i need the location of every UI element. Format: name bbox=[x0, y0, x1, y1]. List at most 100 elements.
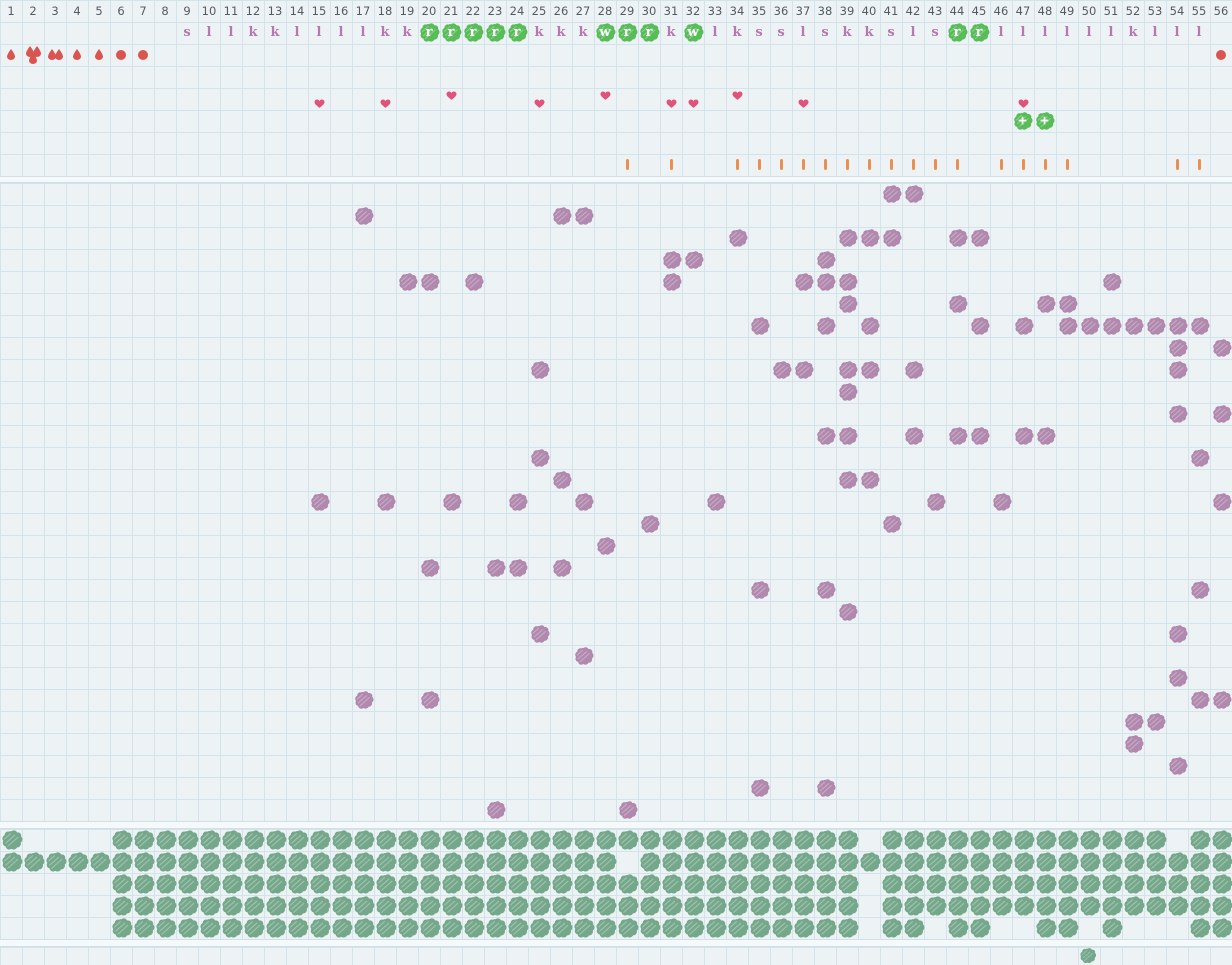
creature-sprite[interactable] bbox=[1189, 448, 1210, 469]
animal-letter-cell[interactable]: w bbox=[594, 22, 616, 44]
animal-letter-cell[interactable]: l bbox=[704, 22, 726, 44]
creature-sprite[interactable] bbox=[1167, 360, 1188, 381]
creature-sprite[interactable] bbox=[1035, 294, 1056, 315]
animal-letter-cell[interactable]: l bbox=[1166, 22, 1188, 44]
creature-sprite[interactable] bbox=[1167, 668, 1188, 689]
creature-sprite[interactable] bbox=[463, 272, 484, 293]
creature-sprite[interactable] bbox=[573, 206, 594, 227]
animal-letter-cell[interactable]: l bbox=[1144, 22, 1166, 44]
creature-sprite[interactable] bbox=[991, 492, 1012, 513]
creature-sprite[interactable] bbox=[661, 250, 682, 271]
animal-letter-cell[interactable]: r bbox=[440, 22, 462, 44]
creature-sprite[interactable] bbox=[859, 470, 880, 491]
creature-sprite[interactable] bbox=[639, 514, 660, 535]
creature-sprite[interactable] bbox=[969, 316, 990, 337]
creature-sprite[interactable] bbox=[1189, 690, 1210, 711]
creature-sprite[interactable] bbox=[595, 536, 616, 557]
creature-sprite[interactable] bbox=[1189, 316, 1210, 337]
creature-sprite[interactable] bbox=[353, 206, 374, 227]
creature-sprite[interactable] bbox=[573, 646, 594, 667]
creature-sprite[interactable] bbox=[419, 690, 440, 711]
creature-sprite[interactable] bbox=[815, 250, 836, 271]
creature-sprite[interactable] bbox=[903, 184, 924, 205]
animal-letter-cell[interactable]: k bbox=[858, 22, 880, 44]
creature-sprite[interactable] bbox=[1189, 580, 1210, 601]
creature-sprite[interactable] bbox=[1079, 316, 1100, 337]
animal-letter-cell[interactable]: r bbox=[484, 22, 506, 44]
creature-sprite[interactable] bbox=[815, 426, 836, 447]
animal-letter-cell[interactable]: l bbox=[1056, 22, 1078, 44]
animal-letter-cell[interactable]: l bbox=[352, 22, 374, 44]
creature-sprite[interactable] bbox=[1101, 272, 1122, 293]
creature-sprite[interactable] bbox=[1211, 492, 1232, 513]
creature-sprite[interactable] bbox=[925, 492, 946, 513]
creature-sprite[interactable] bbox=[815, 272, 836, 293]
animal-letter-cell[interactable]: k bbox=[572, 22, 594, 44]
creature-sprite[interactable] bbox=[551, 470, 572, 491]
creature-sprite[interactable] bbox=[969, 228, 990, 249]
animal-letter-cell[interactable]: k bbox=[836, 22, 858, 44]
creature-sprite[interactable] bbox=[485, 558, 506, 579]
creature-sprite[interactable] bbox=[1013, 316, 1034, 337]
creature-sprite[interactable] bbox=[1013, 426, 1034, 447]
animal-letter-cell[interactable]: r bbox=[506, 22, 528, 44]
creature-sprite[interactable] bbox=[1123, 316, 1144, 337]
creature-sprite[interactable] bbox=[1101, 316, 1122, 337]
animal-letter-cell[interactable]: s bbox=[748, 22, 770, 44]
creature-sprite[interactable] bbox=[837, 602, 858, 623]
creature-sprite[interactable] bbox=[881, 184, 902, 205]
creature-sprite[interactable] bbox=[1167, 624, 1188, 645]
creature-sprite[interactable] bbox=[529, 448, 550, 469]
creature-sprite[interactable] bbox=[1145, 712, 1166, 733]
animal-letter-cell[interactable]: k bbox=[396, 22, 418, 44]
creature-sprite[interactable] bbox=[573, 492, 594, 513]
creature-sprite[interactable] bbox=[793, 360, 814, 381]
creature-sprite[interactable] bbox=[1057, 316, 1078, 337]
creature-sprite[interactable] bbox=[1211, 404, 1232, 425]
creature-sprite[interactable] bbox=[771, 360, 792, 381]
creature-sprite[interactable] bbox=[1167, 404, 1188, 425]
creature-sprite[interactable] bbox=[419, 272, 440, 293]
creature-sprite[interactable] bbox=[441, 492, 462, 513]
animal-letter-cell[interactable]: s bbox=[880, 22, 902, 44]
creature-sprite[interactable] bbox=[529, 360, 550, 381]
creature-sprite[interactable] bbox=[837, 272, 858, 293]
creature-sprite[interactable] bbox=[1123, 734, 1144, 755]
animal-letter-cell[interactable]: l bbox=[1012, 22, 1034, 44]
creature-sprite[interactable] bbox=[903, 360, 924, 381]
animal-letter-cell[interactable]: l bbox=[1034, 22, 1056, 44]
creature-sprite[interactable] bbox=[1167, 338, 1188, 359]
animal-letter-cell[interactable]: l bbox=[330, 22, 352, 44]
creature-sprite[interactable] bbox=[1057, 294, 1078, 315]
animal-letter-cell[interactable]: w bbox=[682, 22, 704, 44]
creature-sprite[interactable] bbox=[881, 514, 902, 535]
animal-letter-cell[interactable]: r bbox=[946, 22, 968, 44]
creature-sprite[interactable] bbox=[419, 558, 440, 579]
creature-sprite[interactable] bbox=[837, 382, 858, 403]
creature-sprite[interactable] bbox=[507, 558, 528, 579]
creature-sprite[interactable] bbox=[1167, 756, 1188, 777]
creature-sprite[interactable] bbox=[837, 360, 858, 381]
creature-sprite[interactable] bbox=[727, 228, 748, 249]
creature-sprite[interactable] bbox=[1035, 426, 1056, 447]
creature-sprite[interactable] bbox=[1145, 316, 1166, 337]
creature-sprite[interactable] bbox=[837, 294, 858, 315]
animal-letter-cell[interactable]: l bbox=[220, 22, 242, 44]
animal-letter-cell[interactable]: s bbox=[924, 22, 946, 44]
creature-sprite[interactable] bbox=[815, 316, 836, 337]
animal-letter-cell[interactable]: l bbox=[1100, 22, 1122, 44]
animal-letter-cell[interactable]: r bbox=[418, 22, 440, 44]
creature-sprite[interactable] bbox=[793, 272, 814, 293]
creature-sprite[interactable] bbox=[749, 580, 770, 601]
animal-letter-cell[interactable]: l bbox=[1078, 22, 1100, 44]
creature-sprite[interactable] bbox=[837, 426, 858, 447]
creature-sprite[interactable] bbox=[947, 228, 968, 249]
creature-sprite[interactable] bbox=[1211, 690, 1232, 711]
animal-letter-cell[interactable]: k bbox=[660, 22, 682, 44]
creature-sprite[interactable] bbox=[815, 580, 836, 601]
creature-sprite[interactable] bbox=[375, 492, 396, 513]
animal-letter-cell[interactable]: k bbox=[528, 22, 550, 44]
creature-sprite[interactable] bbox=[947, 294, 968, 315]
creature-sprite[interactable] bbox=[551, 206, 572, 227]
animal-letter-cell[interactable]: r bbox=[616, 22, 638, 44]
